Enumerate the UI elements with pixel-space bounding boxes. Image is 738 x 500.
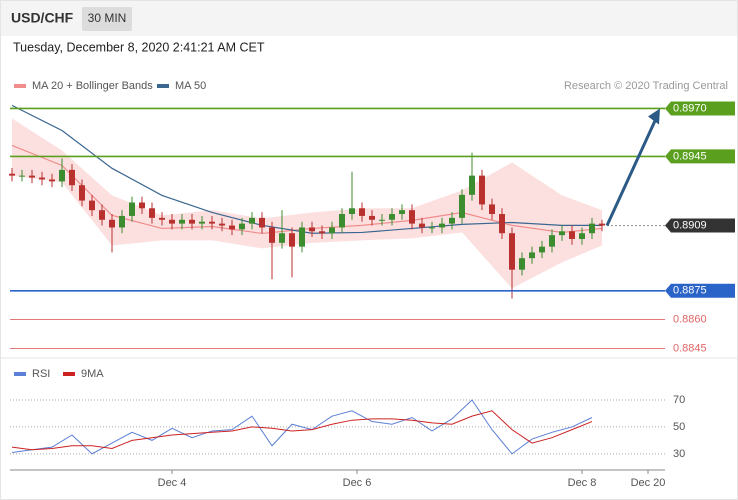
candle-body <box>379 219 385 221</box>
candle-body <box>569 231 575 239</box>
forecast-arrowhead <box>648 108 660 125</box>
level-label: 0.8845 <box>673 342 707 354</box>
x-tick-label: Dec 6 <box>343 477 372 489</box>
legend-swatch <box>14 372 26 376</box>
legend-label: MA 20 + Bollinger Bands <box>32 80 153 92</box>
legend-label: MA 50 <box>175 80 206 92</box>
candle-body <box>319 231 325 234</box>
indicator-line <box>11 410 593 451</box>
level-tag <box>665 218 735 233</box>
candle-body <box>559 231 565 236</box>
candle-body <box>329 227 335 234</box>
candle-body <box>479 175 485 205</box>
level-tag <box>665 101 735 116</box>
candle-body <box>339 214 345 228</box>
candle-body <box>229 225 235 230</box>
timeframe-label[interactable]: 30 MIN <box>88 11 127 25</box>
candle-body <box>549 235 555 247</box>
legend-swatch <box>14 84 26 88</box>
candle-body <box>279 233 285 243</box>
candle-body <box>159 217 165 220</box>
timeframe-button[interactable] <box>82 7 132 31</box>
legend-label: 9MA <box>81 368 104 380</box>
candle-body <box>259 217 265 228</box>
forecast-arrow <box>605 115 659 227</box>
candle-body <box>409 210 415 224</box>
candle-body <box>599 223 605 226</box>
level-label: 0.8970 <box>673 102 707 114</box>
candle-body <box>519 258 525 270</box>
candle-body <box>369 215 375 220</box>
candle-body <box>119 215 125 228</box>
candle-body <box>449 217 455 224</box>
candle-body <box>19 175 25 177</box>
candle-body <box>489 204 495 215</box>
symbol: USD/CHF <box>11 10 74 26</box>
candle-body <box>59 169 65 182</box>
candle-body <box>219 223 225 226</box>
candle-body <box>469 175 475 195</box>
candle-body <box>99 210 105 220</box>
candle-body <box>49 179 55 182</box>
candle-body <box>209 221 215 224</box>
level-label: 0.8945 <box>673 150 707 162</box>
candle-body <box>289 233 295 247</box>
candle-body <box>309 227 315 232</box>
candle-body <box>129 202 135 216</box>
candle-body <box>299 227 305 247</box>
legend-swatch <box>63 372 75 376</box>
candle-body <box>149 208 155 218</box>
candle-body <box>69 169 75 186</box>
candle-body <box>509 233 515 270</box>
candle-body <box>399 210 405 215</box>
candle-body <box>139 202 145 209</box>
candle-body <box>579 233 585 239</box>
candle-body <box>459 194 465 218</box>
candle-body <box>29 175 35 178</box>
candle-body <box>499 214 505 234</box>
candle-body <box>109 219 115 228</box>
legend-label: RSI <box>32 368 50 380</box>
y-tick-label: 30 <box>673 448 685 460</box>
candle-body <box>199 221 205 224</box>
level-label: 0.8909 <box>673 219 707 231</box>
candle-body <box>389 214 395 220</box>
y-tick-label: 70 <box>673 394 685 406</box>
candle-body <box>189 219 195 224</box>
candle-body <box>89 200 95 211</box>
y-tick-label: 50 <box>673 421 685 433</box>
candle-body <box>529 252 535 259</box>
x-tick-label: Dec 20 <box>631 477 666 489</box>
candle-body <box>359 208 365 216</box>
candle-body <box>179 219 185 224</box>
candle-body <box>169 219 175 224</box>
candle-body <box>79 185 85 201</box>
candle-body <box>239 223 245 230</box>
candle-body <box>429 227 435 229</box>
candle-body <box>589 223 595 234</box>
timestamp: Tuesday, December 8, 2020 2:41:21 AM CET <box>13 40 265 54</box>
x-tick-label: Dec 8 <box>568 477 597 489</box>
candle-body <box>269 227 275 243</box>
candle-body <box>539 246 545 253</box>
level-label: 0.8860 <box>673 314 707 326</box>
legend-swatch <box>157 84 169 88</box>
candle-body <box>39 177 45 180</box>
candle-body <box>9 173 15 176</box>
credit: Research © 2020 Trading Central <box>564 80 728 92</box>
candle-body <box>349 208 355 215</box>
level-label: 0.8875 <box>673 285 707 297</box>
indicator-line <box>11 399 593 455</box>
candle-body <box>249 217 255 224</box>
level-tag <box>665 149 735 164</box>
level-tag <box>665 283 735 298</box>
x-tick-label: Dec 4 <box>158 477 187 489</box>
candle-body <box>419 223 425 228</box>
candle-body <box>439 223 445 228</box>
